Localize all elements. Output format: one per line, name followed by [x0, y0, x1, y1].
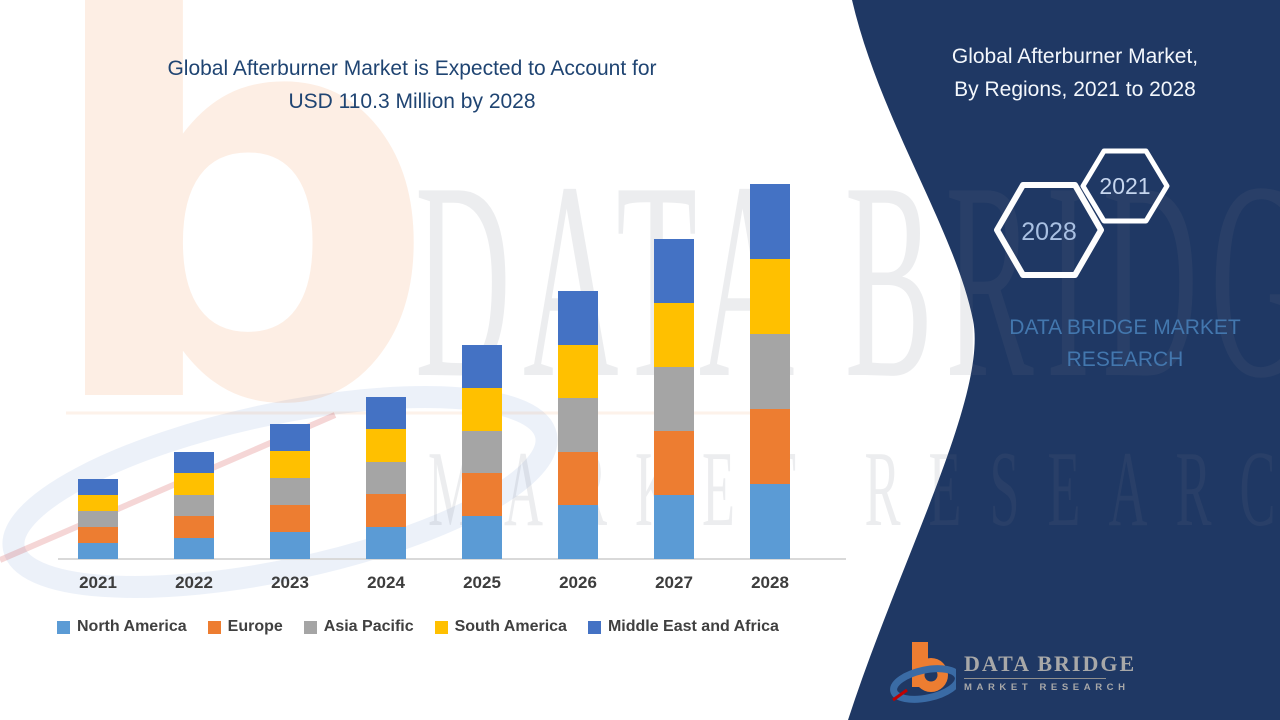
- legend-label-middle-east-and-africa: Middle East and Africa: [607, 618, 779, 635]
- bar-segment-middle-east-and-africa-2022: [174, 452, 214, 474]
- bar-segment-europe-2022: [174, 516, 214, 538]
- bar-segment-asia-pacific-2022: [174, 494, 214, 517]
- chart-title-line1: Global Afterburner Market is Expected to…: [167, 57, 657, 80]
- hexagon-badges: [994, 148, 1170, 278]
- legend-item-north-america: North America: [57, 618, 187, 636]
- x-axis-label-2027: 2027: [655, 573, 693, 592]
- legend-label-north-america: North America: [77, 618, 187, 635]
- bar-segment-asia-pacific-2028: [750, 334, 790, 409]
- bar-segment-south-america-2026: [558, 344, 598, 399]
- footer-logo-text: DATA BRIDGE MARKET RESEARCH: [964, 650, 1137, 693]
- bar-segment-north-america-2026: [558, 505, 598, 559]
- bar-segment-europe-2028: [750, 409, 790, 484]
- panel-brand-line2: RESEARCH: [1066, 348, 1184, 371]
- panel-title: Global Afterburner Market, By Regions, 2…: [905, 40, 1245, 106]
- data-bridge-logo-icon: [890, 642, 956, 703]
- side-panel-shape: [848, 0, 1280, 720]
- bar-segment-north-america-2025: [462, 516, 502, 559]
- bar-segment-asia-pacific-2023: [270, 478, 310, 505]
- panel-brand-text: DATA BRIDGE MARKET RESEARCH: [993, 312, 1257, 376]
- bar-segment-middle-east-and-africa-2024: [366, 397, 406, 430]
- panel-title-line2: By Regions, 2021 to 2028: [954, 78, 1196, 101]
- footer-tagline: MARKET RESEARCH: [964, 681, 1130, 693]
- bar-segment-europe-2026: [558, 451, 598, 506]
- bar-2027: [654, 239, 694, 559]
- bar-segment-north-america-2024: [366, 526, 406, 559]
- bar-segment-north-america-2021: [78, 543, 118, 559]
- bar-segment-europe-2027: [654, 431, 694, 495]
- panel-brand-line1: DATA BRIDGE MARKET: [1009, 316, 1241, 339]
- panel-title-line1: Global Afterburner Market,: [951, 45, 1199, 68]
- bar-segment-europe-2024: [366, 494, 406, 527]
- legend-label-asia-pacific: Asia Pacific: [323, 618, 414, 635]
- plot-area: 2021 2022 2023 2024 2025 2026 2027 2028: [58, 184, 846, 592]
- bar-2025: [462, 345, 502, 559]
- bar-segment-south-america-2024: [366, 429, 406, 462]
- legend-item-europe: Europe: [207, 618, 283, 636]
- bar-2023: [270, 424, 310, 559]
- bar-segment-asia-pacific-2025: [462, 430, 502, 474]
- chart-title-line2: USD 110.3 Million by 2028: [288, 90, 536, 113]
- bar-segment-middle-east-and-africa-2028: [750, 184, 790, 259]
- legend-item-middle-east-and-africa: Middle East and Africa: [587, 618, 779, 636]
- bar-segment-south-america-2025: [462, 387, 502, 431]
- bar-segment-north-america-2028: [750, 484, 790, 559]
- bar-2021: [78, 479, 118, 559]
- bar-2024: [366, 397, 406, 559]
- bar-segment-north-america-2023: [270, 532, 310, 559]
- footer-logo: DATA BRIDGE MARKET RESEARCH: [890, 637, 1136, 707]
- legend-swatch-south-america: [434, 620, 448, 634]
- bar-segment-asia-pacific-2027: [654, 367, 694, 431]
- legend-swatch-asia-pacific: [303, 620, 317, 634]
- bar-segment-middle-east-and-africa-2025: [462, 345, 502, 388]
- legend-item-south-america: South America: [434, 618, 567, 636]
- hexagon-2021-label: 2021: [1099, 173, 1151, 199]
- bar-segment-north-america-2027: [654, 495, 694, 559]
- legend-swatch-europe: [207, 620, 221, 634]
- bar-segment-south-america-2022: [174, 473, 214, 495]
- bar-segment-asia-pacific-2026: [558, 398, 598, 452]
- bar-2026: [558, 291, 598, 559]
- bar-segment-south-america-2023: [270, 451, 310, 478]
- bar-segment-middle-east-and-africa-2023: [270, 424, 310, 451]
- bar-segment-south-america-2021: [78, 495, 118, 511]
- x-axis-label-2025: 2025: [463, 573, 501, 592]
- hexagon-2021: [1080, 148, 1170, 224]
- footer-brand: DATA BRIDGE: [964, 650, 1137, 676]
- logo-red-accent: [892, 688, 908, 702]
- bar-segment-europe-2021: [78, 527, 118, 543]
- x-axis-label-2021: 2021: [79, 573, 117, 592]
- x-axis-label-2022: 2022: [175, 573, 213, 592]
- bar-segment-asia-pacific-2024: [366, 461, 406, 495]
- legend-item-asia-pacific: Asia Pacific: [303, 618, 414, 636]
- x-axis-label-2026: 2026: [559, 573, 597, 592]
- legend-label-europe: Europe: [227, 618, 283, 635]
- footer-rule: [964, 677, 1106, 679]
- bar-segment-middle-east-and-africa-2021: [78, 479, 118, 495]
- legend-swatch-middle-east-and-africa: [587, 620, 601, 634]
- chart-title: Global Afterburner Market is Expected to…: [62, 52, 762, 118]
- hexagon-2028: [994, 182, 1104, 278]
- chart-legend: North America Europe Asia Pacific South Ame…: [57, 618, 779, 636]
- hexagon-2028-label: 2028: [1021, 218, 1077, 246]
- bar-2022: [174, 452, 214, 559]
- bar-segment-asia-pacific-2021: [78, 511, 118, 527]
- bar-segment-south-america-2028: [750, 259, 790, 334]
- bar-2028: [750, 184, 790, 559]
- bar-segment-middle-east-and-africa-2026: [558, 291, 598, 345]
- bar-segment-north-america-2022: [174, 537, 214, 559]
- bar-segment-middle-east-and-africa-2027: [654, 239, 694, 303]
- x-axis-line: [58, 558, 846, 560]
- legend-label-south-america: South America: [454, 618, 567, 635]
- x-axis-label-2024: 2024: [367, 573, 405, 592]
- bar-segment-europe-2023: [270, 505, 310, 532]
- bar-segment-europe-2025: [462, 473, 502, 517]
- bar-segment-south-america-2027: [654, 303, 694, 367]
- logo-swoosh: [890, 665, 956, 703]
- x-axis-label-2023: 2023: [271, 573, 309, 592]
- x-axis-label-2028: 2028: [751, 573, 789, 592]
- legend-swatch-north-america: [57, 620, 70, 634]
